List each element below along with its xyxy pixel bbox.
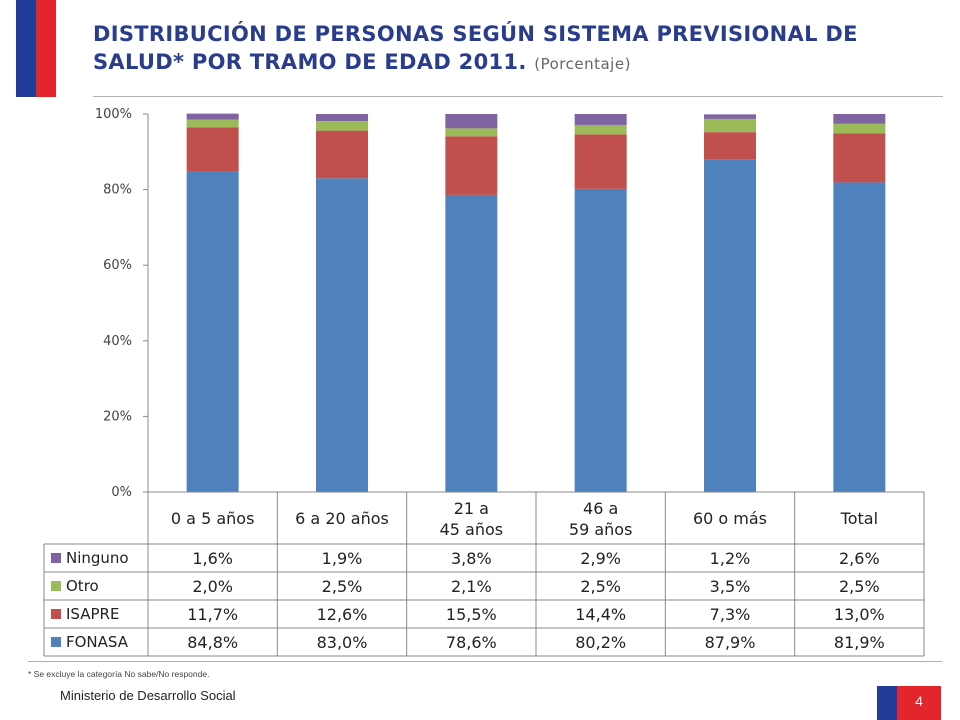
title-divider [93, 96, 943, 97]
data-label-fonasa: 78,6% [446, 633, 497, 652]
data-label-isapre: 14,4% [575, 605, 626, 624]
bar-segment-ninguno [316, 114, 368, 122]
x-category-label: 59 años [569, 520, 633, 539]
y-tick-label: 40% [103, 334, 132, 349]
x-category-label: 45 años [440, 520, 504, 539]
legend-swatch-otro [51, 581, 61, 591]
x-category-label: 46 a [583, 499, 618, 518]
bar-segment-otro [186, 119, 239, 128]
y-tick-label: 20% [103, 409, 132, 424]
bar-segment-ninguno [445, 114, 498, 129]
data-label-ninguno: 2,9% [580, 549, 621, 568]
bar-segment-isapre [445, 136, 498, 195]
page-badge-blue [877, 686, 897, 720]
legend-swatch-ninguno [51, 553, 61, 563]
x-category-label: 6 a 20 años [295, 509, 389, 528]
legend-label-ninguno: Ninguno [66, 549, 129, 567]
data-label-ninguno: 2,6% [839, 549, 880, 568]
footnote: * Se excluye la categoría No sabe/No res… [28, 669, 210, 679]
bar-segment-otro [445, 128, 498, 137]
x-category-label: Total [840, 509, 878, 528]
legend-swatch-isapre [51, 609, 61, 619]
x-category-label: 0 a 5 años [171, 509, 255, 528]
y-tick-label: 0% [111, 485, 132, 500]
data-label-isapre: 11,7% [187, 605, 238, 624]
page-number: 4 [897, 686, 941, 720]
data-label-isapre: 7,3% [710, 605, 751, 624]
legend-label-isapre: ISAPRE [66, 605, 119, 623]
data-label-ninguno: 1,6% [192, 549, 233, 568]
bar-segment-otro [316, 121, 368, 131]
flag-blue-stripe [16, 0, 36, 97]
data-label-fonasa: 81,9% [834, 633, 885, 652]
legend-swatch-fonasa [51, 637, 61, 647]
data-label-fonasa: 83,0% [317, 633, 368, 652]
bar-segment-otro [574, 124, 627, 135]
bar-segment-otro [704, 118, 756, 133]
y-tick-label: 60% [103, 258, 132, 273]
data-label-otro: 2,5% [839, 577, 880, 596]
bar-segment-fonasa [574, 188, 627, 492]
y-tick-label: 100% [95, 107, 132, 122]
bar-segment-fonasa [445, 194, 498, 492]
data-label-otro: 3,5% [710, 577, 751, 596]
data-label-fonasa: 80,2% [575, 633, 626, 652]
bar-segment-ninguno [574, 114, 627, 125]
data-label-isapre: 15,5% [446, 605, 497, 624]
data-label-isapre: 13,0% [834, 605, 885, 624]
data-label-otro: 2,5% [580, 577, 621, 596]
stacked-bar-chart: 0% 20% 40% 60% 80% 100% 0 a 5 años 6 a 20 años 2… [43, 107, 925, 657]
data-label-ninguno: 3,8% [451, 549, 492, 568]
data-label-ninguno: 1,9% [322, 549, 363, 568]
data-label-otro: 2,0% [192, 577, 233, 596]
data-label-otro: 2,5% [322, 577, 363, 596]
bar-segment-isapre [186, 127, 239, 172]
y-tick-label: 80% [103, 183, 132, 198]
legend-label-fonasa: FONASA [66, 633, 129, 651]
title-subtitle: (Porcentaje) [534, 55, 631, 73]
page-title: DISTRIBUCIÓN DE PERSONAS SEGÚN SISTEMA P… [93, 20, 943, 78]
bar-segment-fonasa [833, 182, 886, 492]
bar-segment-fonasa [704, 159, 756, 492]
x-category-label: 21 a [454, 499, 489, 518]
bar-segment-isapre [833, 133, 886, 183]
data-label-ninguno: 1,2% [710, 549, 751, 568]
x-category-label: 60 o más [693, 509, 767, 528]
bar-segment-ninguno [833, 114, 886, 124]
bar-segment-isapre [316, 130, 368, 179]
bar-segment-otro [833, 123, 886, 134]
ministry-name: Ministerio de Desarrollo Social [60, 688, 236, 703]
bar-segment-fonasa [186, 171, 239, 492]
data-label-fonasa: 84,8% [187, 633, 238, 652]
bar-segment-ninguno [186, 113, 239, 120]
footer-divider [28, 661, 942, 662]
title-text: DISTRIBUCIÓN DE PERSONAS SEGÚN SISTEMA P… [93, 22, 858, 74]
bar-segment-isapre [704, 132, 756, 160]
legend-label-otro: Otro [66, 577, 99, 595]
data-label-fonasa: 87,9% [705, 633, 756, 652]
flag-red-stripe [36, 0, 56, 97]
data-label-otro: 2,1% [451, 577, 492, 596]
bar-segment-fonasa [316, 178, 368, 492]
bar-segment-ninguno [704, 114, 756, 119]
data-label-isapre: 12,6% [317, 605, 368, 624]
bar-segment-isapre [574, 134, 627, 189]
